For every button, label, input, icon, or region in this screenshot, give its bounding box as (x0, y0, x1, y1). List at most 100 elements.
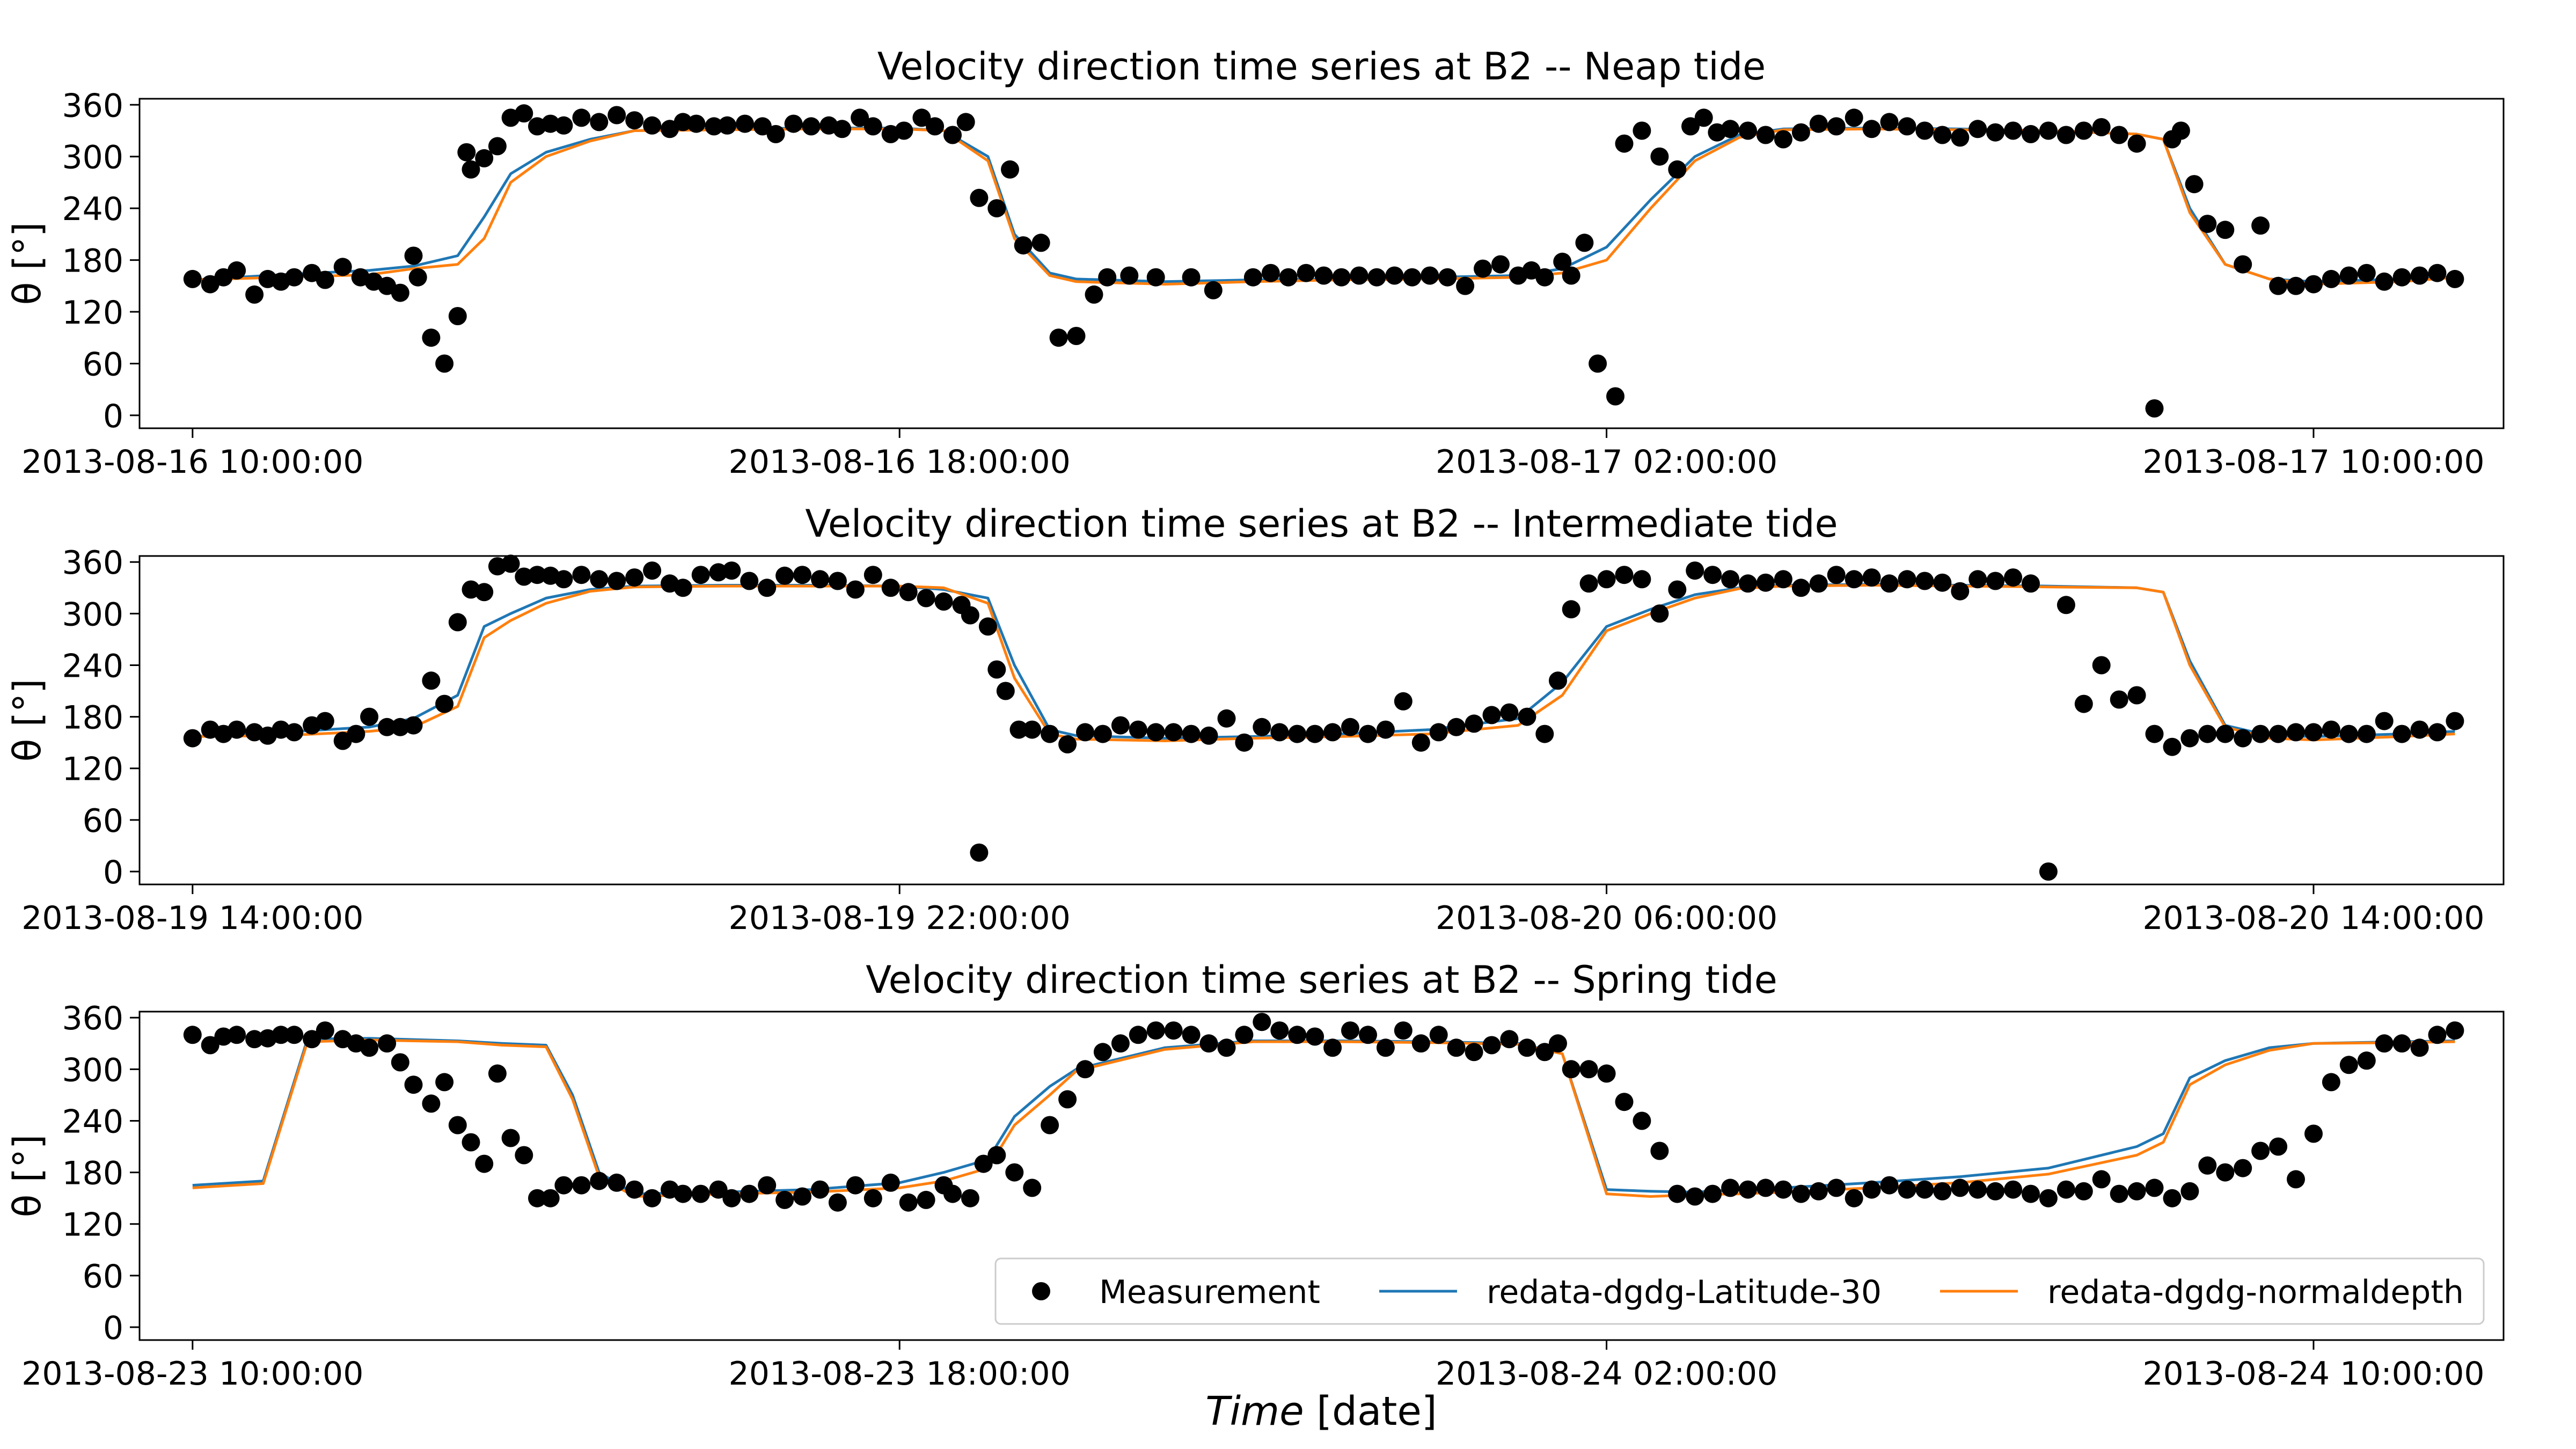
x-tick-label: 2013-08-17 10:00:00 (2142, 443, 2484, 481)
data-point (2057, 596, 2075, 614)
data-point (1986, 123, 2005, 142)
data-point (917, 1190, 935, 1209)
y-axis-label: θ [°] (5, 1135, 49, 1218)
data-point (1597, 570, 1616, 589)
data-point (753, 117, 772, 136)
data-point (1579, 1060, 1598, 1079)
data-point (404, 716, 423, 735)
y-tick-label: 360 (62, 87, 123, 125)
x-axis: 2013-08-23 10:00:00 2013-08-23 18:00:00 20… (21, 1340, 2485, 1393)
data-point (943, 126, 962, 144)
data-point (360, 707, 379, 726)
data-point (1385, 266, 1404, 285)
data-point (515, 1146, 533, 1165)
data-point (2392, 724, 2411, 743)
legend-label-normaldepth: redata-dgdg-normaldepth (2047, 1274, 2464, 1311)
data-point (1809, 574, 1828, 593)
data-point (272, 1026, 290, 1044)
data-point (1791, 123, 1810, 142)
data-point (1146, 268, 1165, 287)
data-point (2269, 724, 2288, 743)
data-point (863, 566, 882, 584)
data-point (1681, 117, 1700, 136)
y-tick-label: 360 (62, 544, 123, 582)
x-tick-label: 2013-08-24 10:00:00 (2142, 1355, 2484, 1393)
data-point (1341, 1021, 1359, 1040)
series-line-normaldepth (192, 1038, 2455, 1198)
data-point (2322, 269, 2340, 288)
data-point (828, 572, 847, 590)
data-point (625, 111, 644, 130)
data-point (1633, 1111, 1651, 1130)
data-point (1500, 703, 1519, 722)
data-point (863, 117, 882, 136)
y-tick-label: 180 (62, 1155, 123, 1192)
data-point (1933, 573, 1952, 592)
data-point (2322, 1073, 2340, 1092)
data-point (316, 712, 334, 730)
data-point (1898, 117, 1916, 136)
data-point (1447, 718, 1466, 736)
series-line-normaldepth (192, 127, 2455, 286)
data-point (2180, 1182, 2199, 1201)
data-point (740, 572, 759, 590)
data-point (1093, 1043, 1112, 1062)
data-point (475, 583, 494, 602)
data-point (1518, 707, 1536, 726)
data-point (943, 1184, 962, 1203)
data-point (674, 113, 692, 131)
data-point (2092, 1170, 2111, 1189)
data-point (1411, 1034, 1430, 1053)
y-tick-label: 60 (83, 802, 123, 840)
data-point (934, 592, 953, 611)
data-point (2251, 216, 2270, 235)
data-point (1182, 268, 1201, 287)
data-point (1023, 720, 1042, 739)
data-point (643, 116, 662, 135)
data-point (228, 261, 246, 280)
data-point (1562, 266, 1580, 285)
data-point (2357, 264, 2376, 282)
data-point (1898, 570, 1916, 589)
data-point (422, 1094, 441, 1113)
data-point (1058, 735, 1077, 753)
data-point (1482, 706, 1501, 724)
data-point (784, 114, 803, 133)
data-point (961, 1189, 979, 1208)
data-point (391, 1053, 409, 1072)
data-point (895, 121, 913, 140)
data-point (2057, 1180, 2075, 1199)
data-point (183, 729, 202, 748)
data-point (1270, 1021, 1289, 1040)
data-point (475, 149, 494, 167)
data-point (1968, 1180, 1987, 1199)
data-point (811, 570, 829, 589)
data-point (2304, 723, 2323, 742)
data-point (2375, 712, 2394, 730)
data-point (1791, 1184, 1810, 1203)
x-tick-label: 2013-08-24 02:00:00 (1436, 1355, 1777, 1393)
data-point (285, 723, 304, 742)
data-point (2039, 121, 2058, 140)
data-point (457, 143, 476, 162)
y-tick-label: 120 (62, 1206, 123, 1244)
data-point (1862, 568, 1881, 587)
data-point (214, 1027, 233, 1046)
data-point (422, 328, 441, 347)
data-point (2110, 126, 2128, 144)
data-point (2375, 272, 2394, 291)
data-point (1827, 566, 1846, 584)
data-point (404, 1075, 423, 1094)
data-point (1129, 720, 1147, 739)
data-point (501, 1129, 520, 1147)
data-point (1164, 723, 1183, 742)
data-point (793, 1187, 811, 1206)
data-point (987, 199, 1006, 218)
plot-area (183, 104, 2464, 418)
data-point (2410, 266, 2429, 285)
data-point (1288, 724, 1307, 743)
data-point (1668, 1184, 1687, 1203)
data-point (2339, 266, 2358, 285)
data-point (2022, 574, 2040, 593)
data-point (899, 583, 918, 602)
